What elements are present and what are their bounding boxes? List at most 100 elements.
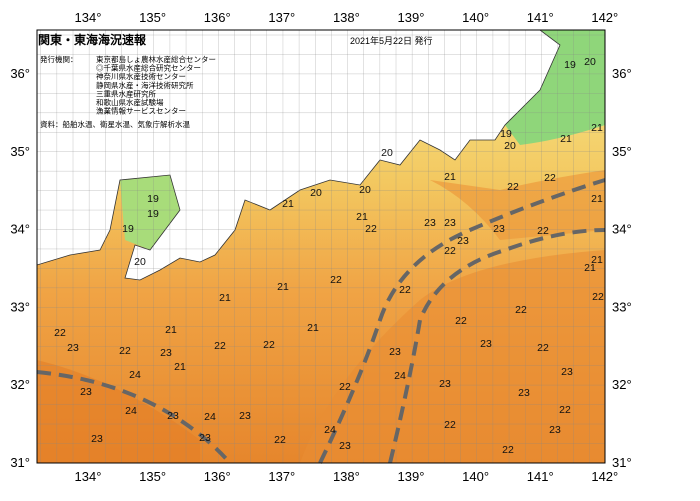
temperature-label: 23 — [67, 342, 79, 354]
bay-water — [120, 175, 180, 250]
latitude-label: 35° — [612, 144, 632, 159]
temperature-label: 20 — [310, 187, 322, 199]
temperature-label: 22 — [274, 434, 286, 446]
temperature-label: 19 — [147, 208, 159, 220]
latitude-label: 31° — [10, 455, 30, 470]
temperature-label: 23 — [457, 235, 469, 247]
temperature-label: 22 — [444, 245, 456, 257]
temperature-label: 24 — [324, 424, 336, 436]
temperature-label: 22 — [365, 223, 377, 235]
longitude-label: 141° — [527, 10, 554, 25]
temperature-label: 22 — [399, 284, 411, 296]
temperature-label: 22 — [339, 381, 351, 393]
temperature-label: 21 — [165, 324, 177, 336]
temperature-label: 23 — [518, 387, 530, 399]
agency: 漁業情報サービスセンター — [96, 106, 186, 116]
temperature-label: 21 — [591, 254, 603, 266]
temperature-label: 22 — [330, 274, 342, 286]
temperature-label: 21 — [277, 281, 289, 293]
longitude-label: 142° — [591, 10, 618, 25]
temperature-label: 21 — [584, 262, 596, 274]
temperature-label: 22 — [592, 291, 604, 303]
longitude-label: 136° — [204, 469, 231, 484]
temperature-label: 19 — [500, 128, 512, 140]
longitude-label: 139° — [398, 10, 425, 25]
temperature-label: 23 — [439, 378, 451, 390]
kuroshio-axis — [36, 370, 232, 465]
longitude-label: 134° — [75, 10, 102, 25]
temperature-label: 23 — [493, 223, 505, 235]
temperature-label: 22 — [507, 181, 519, 193]
temperature-label: 20 — [134, 256, 146, 268]
temperature-label: 23 — [199, 432, 211, 444]
agency: 東京都島しょ農林水産総合センター — [96, 54, 216, 64]
temperature-label: 24 — [394, 370, 406, 382]
temperature-label: 21 — [282, 198, 294, 210]
agency: 静岡県水産・海洋技術研究所 — [96, 80, 194, 90]
agency: 和歌山県水産試験場 — [96, 97, 164, 107]
temperature-label: 22 — [537, 225, 549, 237]
latitude-label: 32° — [612, 377, 632, 392]
longitude-label: 135° — [139, 10, 166, 25]
temperature-label: 21 — [307, 322, 319, 334]
temperature-label: 23 — [480, 338, 492, 350]
longitude-label: 140° — [462, 469, 489, 484]
agency-label: 発行機関： — [40, 54, 78, 64]
temperature-label: 23 — [444, 217, 456, 229]
temperature-label: 22 — [119, 345, 131, 357]
temperature-label: 23 — [389, 346, 401, 358]
longitude-label: 135° — [139, 469, 166, 484]
temperature-label: 22 — [537, 342, 549, 354]
latitude-label: 33° — [10, 299, 30, 314]
temperature-label: 24 — [125, 405, 137, 417]
temperature-label: 22 — [444, 419, 456, 431]
warm-water — [37, 360, 200, 463]
latitude-label: 34° — [10, 222, 30, 237]
latitude-label: 31° — [612, 455, 632, 470]
temperature-label: 22 — [455, 315, 467, 327]
temperature-label: 21 — [560, 133, 572, 145]
temperature-label: 24 — [129, 369, 141, 381]
map-frame — [36, 29, 606, 464]
source: 資料：船舶水温、衛星水温、気象庁解析水温 — [40, 119, 190, 129]
latitude-label: 35° — [10, 144, 30, 159]
agency: 神奈川県水産技術センター — [96, 71, 186, 81]
temperature-label: 22 — [515, 304, 527, 316]
longitude-label: 138° — [333, 469, 360, 484]
grid — [37, 30, 605, 464]
issue-date: 2021年5月22日 発行 — [350, 35, 433, 46]
temperature-label: 22 — [263, 339, 275, 351]
temperature-label: 23 — [80, 386, 92, 398]
agency: 三重県水産研究所 — [96, 88, 156, 98]
temperature-label: 23 — [424, 217, 436, 229]
temperature-label: 20 — [504, 140, 516, 152]
temperature-label: 23 — [549, 424, 561, 436]
temperature-label: 22 — [559, 404, 571, 416]
temperature-label: 19 — [147, 193, 159, 205]
agency: ◎千葉県水産総合研究センター — [96, 63, 201, 73]
temperature-label: 22 — [502, 444, 514, 456]
title: 関東・東海海況速報 — [38, 32, 147, 47]
latitude-label: 33° — [612, 299, 632, 314]
kuroshio-axis — [318, 178, 606, 464]
latitude-label: 36° — [612, 66, 632, 81]
temperature-label: 20 — [584, 56, 596, 68]
temperature-label: 23 — [239, 410, 251, 422]
temperature-label: 23 — [561, 366, 573, 378]
temperature-label: 20 — [381, 147, 393, 159]
latitude-label: 36° — [10, 66, 30, 81]
warm-water — [300, 250, 605, 463]
longitude-label: 141° — [527, 469, 554, 484]
latitude-label: 34° — [612, 222, 632, 237]
temperature-label: 20 — [359, 184, 371, 196]
temperature-label: 23 — [339, 440, 351, 452]
longitude-label: 139° — [398, 469, 425, 484]
temperature-label: 22 — [214, 340, 226, 352]
temperature-label: 23 — [160, 347, 172, 359]
latitude-label: 32° — [10, 377, 30, 392]
temperature-label: 23 — [167, 410, 179, 422]
longitude-label: 134° — [75, 469, 102, 484]
warm-water — [430, 170, 605, 240]
